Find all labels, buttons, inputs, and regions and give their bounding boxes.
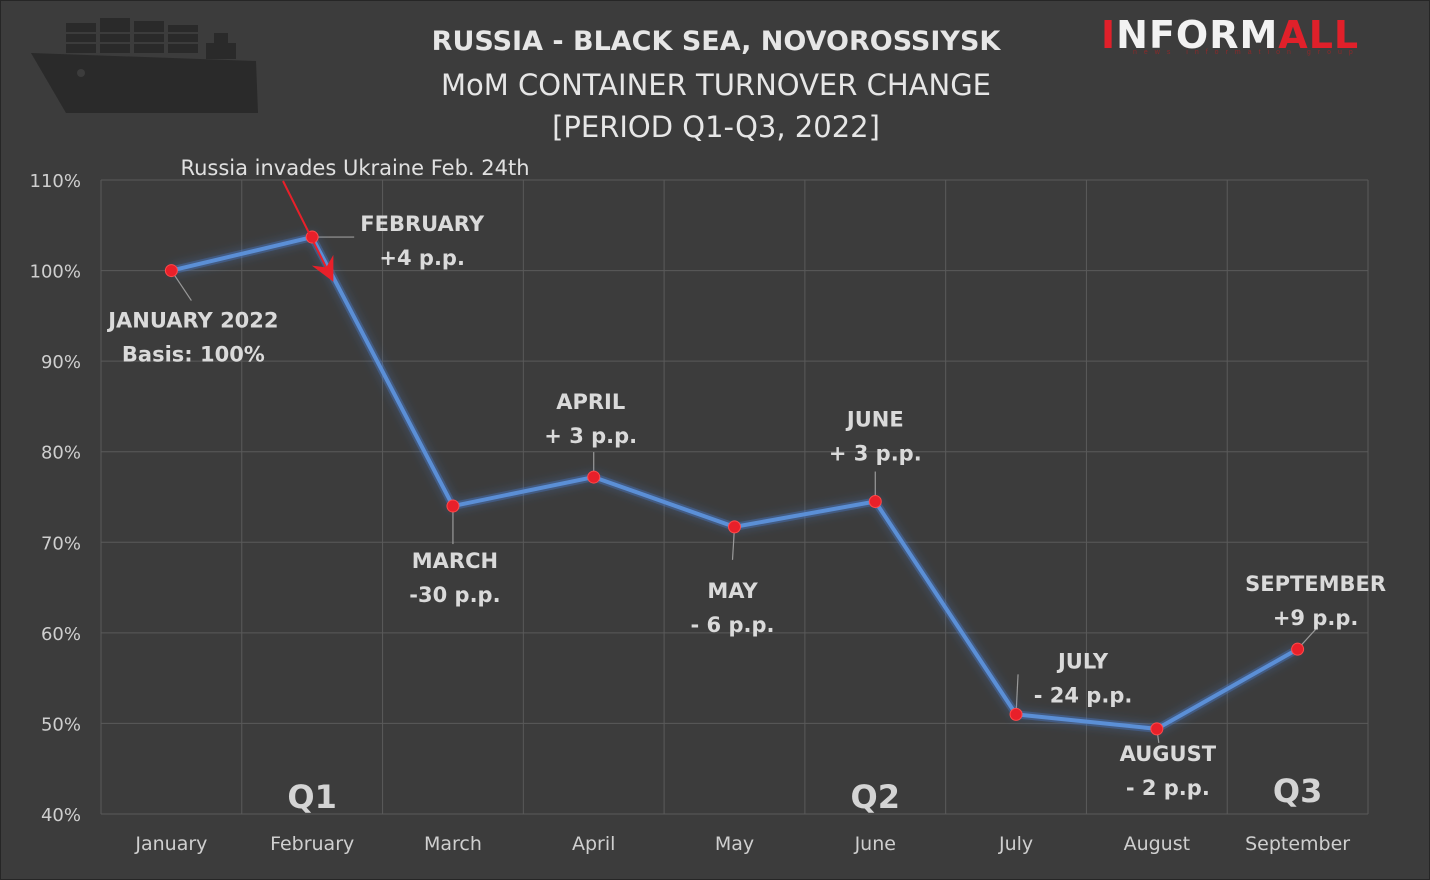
series-line: [170, 235, 1299, 731]
chart-period: [PERIOD Q1-Q3, 2022]: [552, 110, 880, 144]
x-tick-label: September: [1245, 833, 1350, 855]
data-point: [446, 499, 460, 513]
quarter-label: Q1: [287, 778, 336, 816]
data-point: [1291, 642, 1305, 656]
annotation-label-title: AUGUST: [1120, 742, 1217, 766]
y-tick-label: 100%: [30, 262, 81, 283]
annotation-label-value: +4 p.p.: [379, 246, 465, 270]
x-tick-label: August: [1124, 833, 1191, 855]
x-tick-label: May: [715, 833, 754, 855]
logo-text-white: NFORM: [1116, 13, 1279, 57]
x-tick-label: June: [854, 833, 896, 855]
annotation-label-value: Basis: 100%: [122, 343, 265, 367]
annotation-label-title: JUNE: [845, 408, 904, 432]
quarter-label: Q3: [1273, 772, 1322, 810]
annotation-label-title: SEPTEMBER: [1245, 572, 1386, 596]
chart-title: RUSSIA - BLACK SEA, NOVOROSSIYSK: [431, 26, 1001, 57]
data-point: [868, 495, 882, 509]
data-point: [1150, 722, 1164, 736]
quarter-label: Q2: [851, 778, 900, 816]
x-tick-label: January: [134, 833, 207, 855]
y-tick-label: 50%: [41, 714, 81, 735]
annotation-label-value: +9 p.p.: [1273, 606, 1359, 630]
annotation-label-title: FEBRUARY: [360, 212, 485, 236]
container-ship-icon: [31, 18, 258, 113]
y-tick-label: 70%: [41, 533, 81, 554]
logo-text-red-2: ALL: [1278, 13, 1360, 57]
y-tick-label: 40%: [41, 805, 81, 826]
x-tick-label: February: [270, 833, 354, 855]
x-tick-label: March: [424, 833, 482, 855]
annotation-label-title: MARCH: [412, 549, 498, 573]
y-tick-label: 60%: [41, 624, 81, 645]
series-line-glow: [170, 232, 1300, 733]
annotation-label-value: -30 p.p.: [409, 583, 500, 607]
logo-subtitle: news information group: [1133, 49, 1360, 56]
data-point: [1009, 707, 1023, 721]
annotation-label-title: JANUARY 2022: [106, 309, 278, 333]
annotation-label-value: - 6 p.p.: [691, 613, 775, 637]
annotation-label-title: APRIL: [556, 390, 625, 414]
logo-text-red: I: [1101, 13, 1117, 57]
annotation-label-title: JULY: [1056, 649, 1109, 673]
red-arrow-icon: [282, 180, 334, 282]
chart-subtitle: MoM CONTAINER TURNOVER CHANGE: [440, 68, 992, 102]
event-annotation: Russia invades Ukraine Feb. 24th: [180, 156, 529, 180]
annotation-label-title: MAY: [707, 579, 758, 603]
y-tick-label: 110%: [30, 171, 81, 192]
data-point: [164, 264, 178, 278]
annotation-label-value: + 3 p.p.: [544, 424, 637, 448]
data-point: [587, 470, 601, 484]
x-tick-label: April: [572, 833, 615, 855]
annotation-label-value: - 2 p.p.: [1126, 776, 1210, 800]
data-point: [728, 520, 741, 534]
y-tick-label: 90%: [41, 352, 81, 373]
informall-logo: INFORMALL: [1101, 13, 1359, 63]
x-tick-label: July: [998, 833, 1033, 855]
annotation-label-value: - 24 p.p.: [1034, 683, 1133, 707]
annotation-label-value: + 3 p.p.: [829, 442, 922, 466]
y-tick-label: 80%: [41, 443, 81, 464]
